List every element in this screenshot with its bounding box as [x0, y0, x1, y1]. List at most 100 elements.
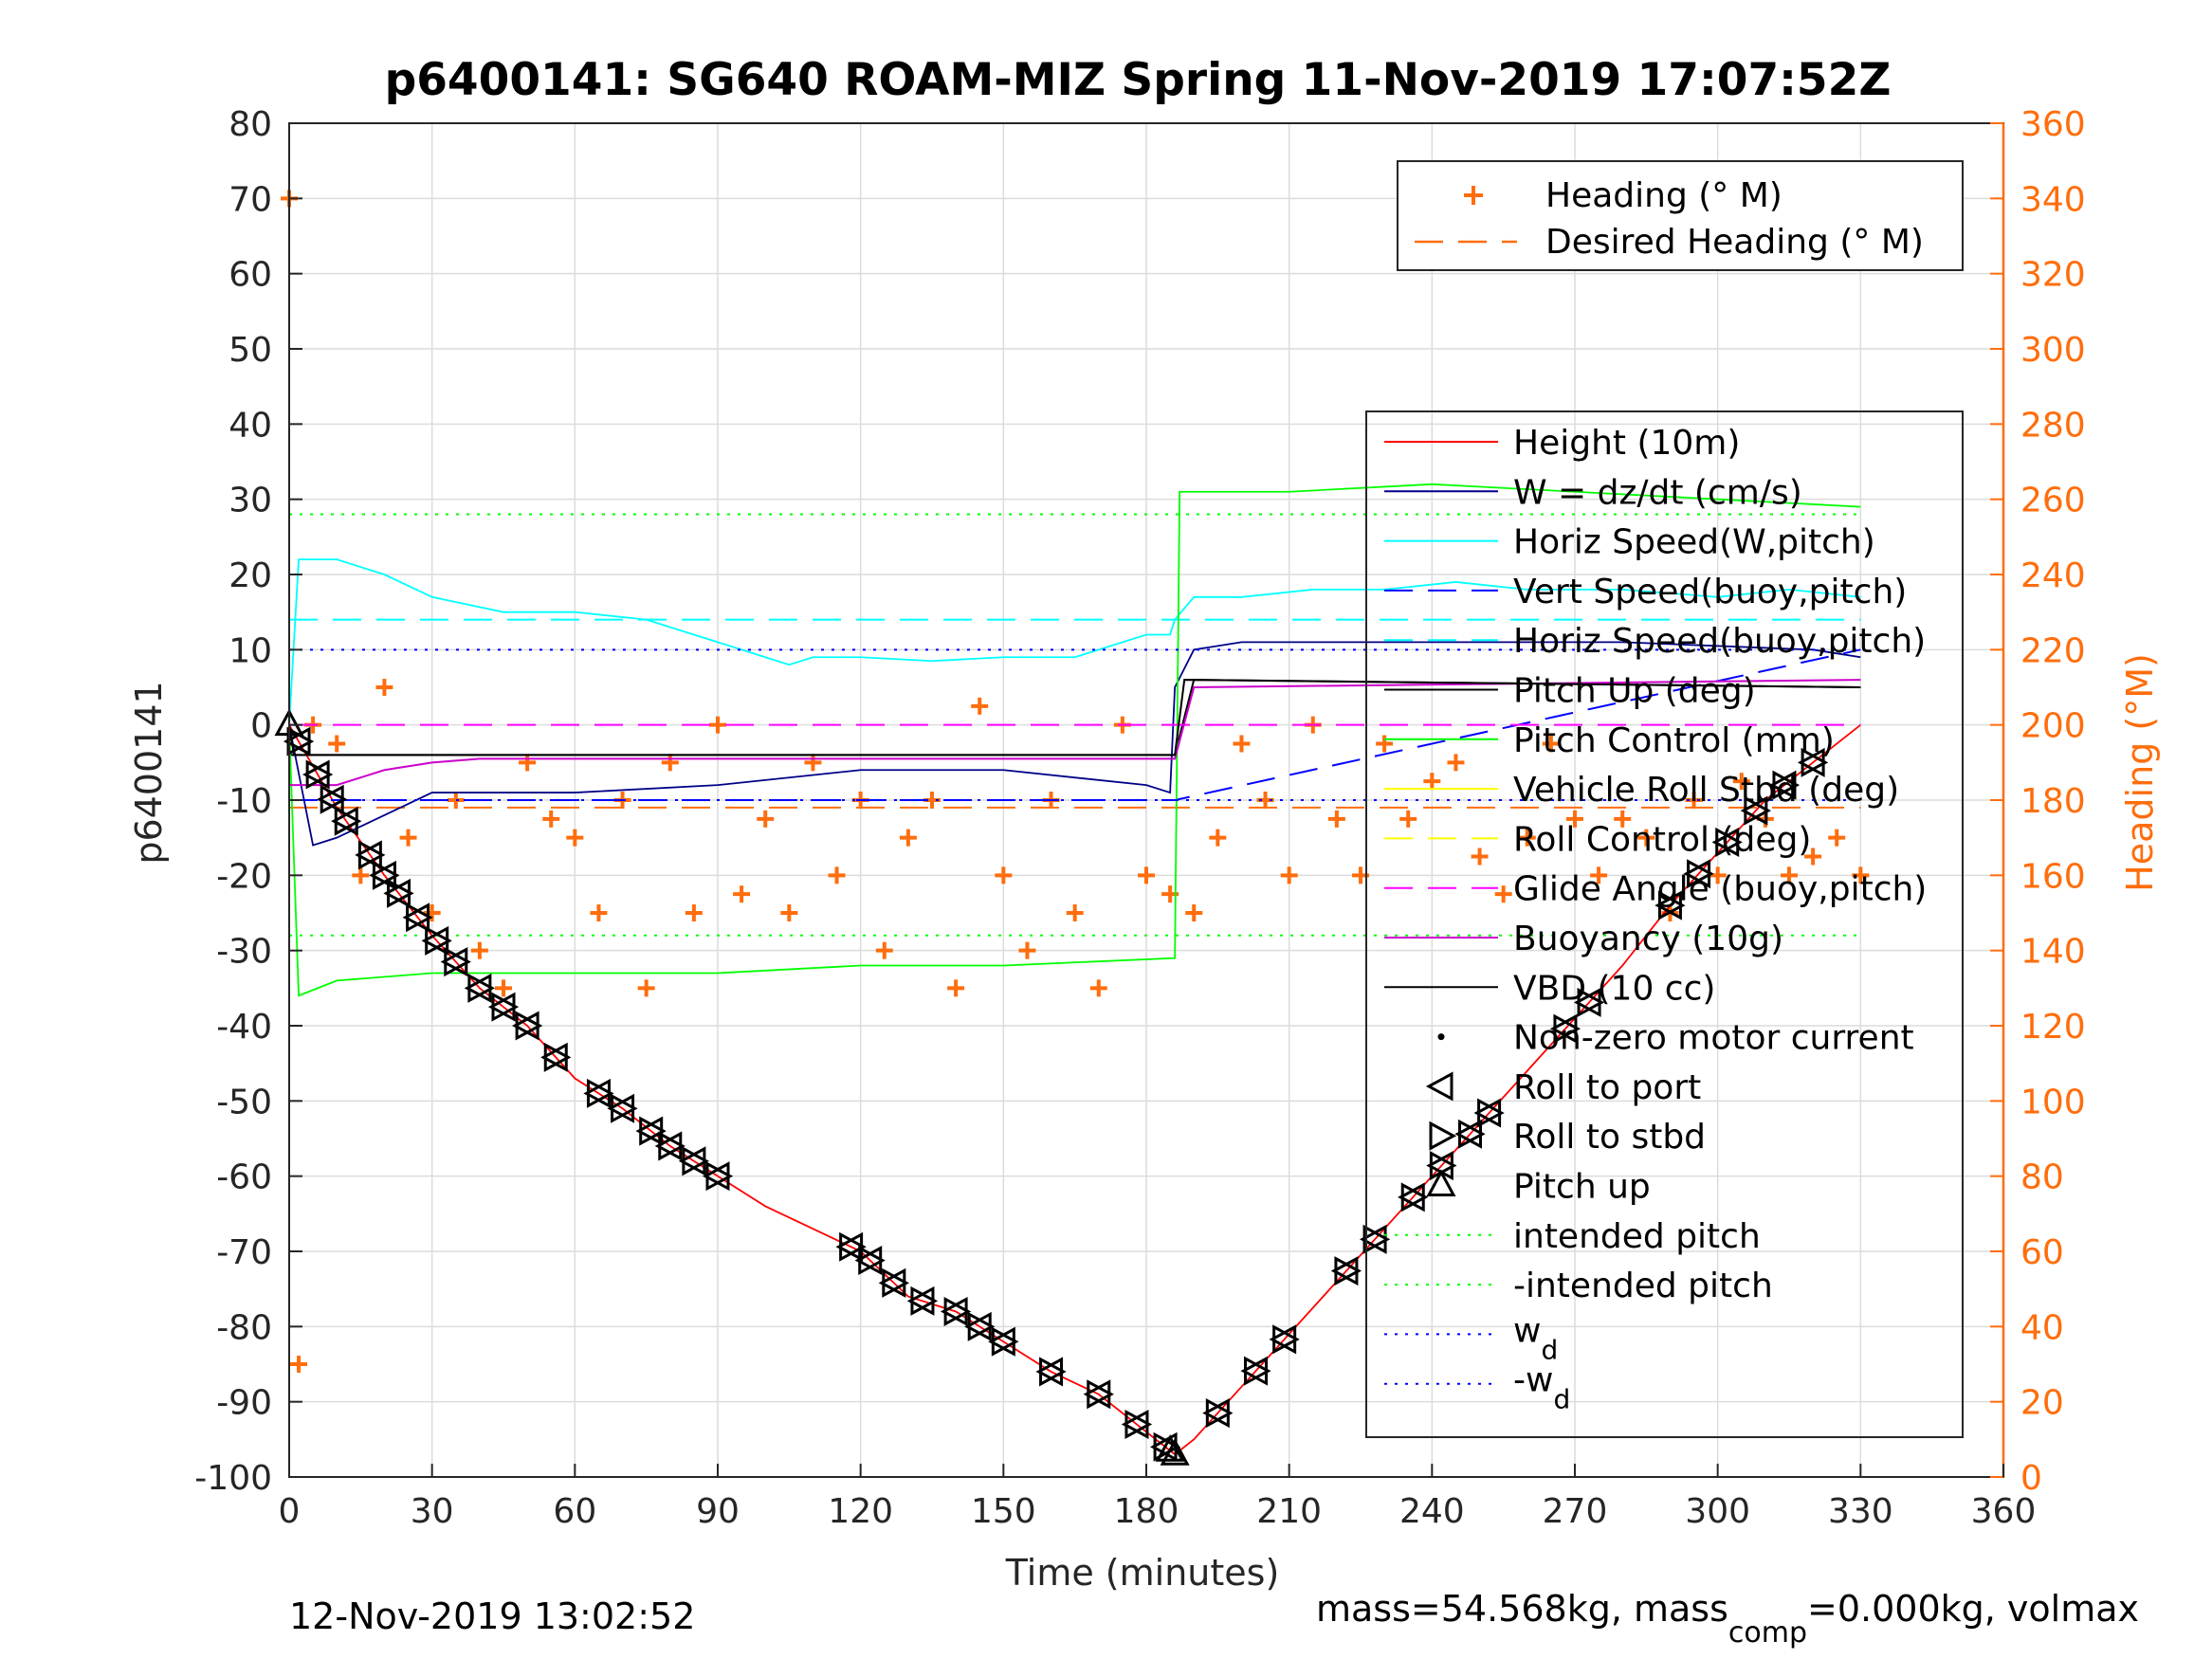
legend-label: intended pitch	[1513, 1217, 1761, 1256]
roll-to-stbd-marker	[1801, 747, 1829, 777]
roll-to-stbd-marker	[1124, 1409, 1153, 1439]
x-tick-label: 330	[1828, 1492, 1893, 1531]
x-tick-label: 270	[1543, 1492, 1608, 1531]
roll-marker	[940, 1296, 972, 1326]
roll-marker	[1202, 1398, 1234, 1429]
roll-to-stbd-marker	[543, 1042, 572, 1072]
roll-marker	[1711, 827, 1743, 857]
roll-marker	[1359, 1224, 1391, 1254]
roll-marker	[1473, 1098, 1505, 1128]
heading-point	[1376, 735, 1394, 753]
roll-to-stbd-marker	[1334, 1256, 1362, 1286]
heading-point	[1399, 810, 1417, 828]
legend-top-heading-label: Heading (° M)	[1545, 176, 1782, 215]
legend-label: Non-zero motor current	[1513, 1019, 1914, 1058]
legend-top-box	[1397, 160, 1964, 271]
heading-point	[733, 885, 751, 903]
y-tick-label-left: 0	[250, 707, 272, 746]
roll-to-stbd-marker	[705, 1161, 734, 1192]
heading-point	[637, 979, 655, 997]
heading-point	[1494, 885, 1512, 903]
legend-label: -wd	[1513, 1361, 1570, 1415]
heading-point	[1423, 773, 1441, 791]
chart-title: p6400141: SG640 ROAM-MIZ Spring 11-Nov-2…	[385, 54, 1892, 106]
roll-to-stbd-marker	[1458, 1119, 1486, 1149]
heading-point	[1614, 810, 1632, 828]
y-tick-label-right: 60	[2020, 1233, 2064, 1272]
roll-marker	[440, 947, 471, 977]
y-tick-label-right: 220	[2020, 631, 2086, 670]
roll-marker	[1683, 859, 1714, 889]
roll-to-stbd-marker	[611, 1093, 638, 1123]
legend-label: Roll Control (deg)	[1513, 820, 1811, 859]
y-tick-label-right: 320	[2020, 256, 2086, 295]
y-tick-label-right: 280	[2020, 406, 2086, 445]
y-axis-right-label: Heading (°M)	[2119, 653, 2161, 892]
heading-point	[328, 735, 346, 753]
roll-marker	[654, 1131, 686, 1161]
x-tick-label: 210	[1256, 1492, 1322, 1531]
series-horiz-speed-w-pitch	[288, 558, 1861, 725]
y-tick-label-left: -30	[216, 933, 272, 972]
legend-label: Height (10m)	[1513, 424, 1740, 463]
roll-to-stbd-marker	[1400, 1182, 1429, 1212]
roll-marker	[678, 1146, 710, 1176]
x-tick-label: 30	[411, 1492, 454, 1531]
legend-swatch	[1437, 1033, 1445, 1041]
left-axis: -100-90-80-70-60-50-40-30-20-10010203040…	[194, 105, 302, 1498]
heading-point	[1280, 866, 1298, 884]
y-tick-label-left: 50	[229, 331, 272, 370]
pitch-up-marker	[1160, 1438, 1190, 1466]
y-tick-label-left: -80	[216, 1308, 272, 1347]
roll-to-stbd-marker	[1715, 827, 1743, 857]
right-axis-series	[281, 190, 1870, 1373]
legend-label-sub: d	[1553, 1384, 1570, 1415]
roll-marker	[369, 860, 400, 890]
series-buoyancy-10g	[289, 679, 1861, 787]
heading-point	[423, 904, 441, 921]
heading-point	[1066, 904, 1084, 921]
heading-point	[590, 904, 608, 921]
x-tick-label: 60	[553, 1492, 596, 1531]
roll-to-stbd-marker	[1744, 795, 1771, 826]
legend-label: VBD (10 cc)	[1513, 969, 1715, 1008]
footer-mass-sub: comp	[1728, 1616, 1807, 1650]
roll-to-stbd-marker	[425, 925, 452, 956]
legend-label: wd	[1513, 1311, 1558, 1365]
roll-to-stbd-marker	[305, 759, 334, 790]
roll-marker	[1797, 747, 1829, 777]
roll-marker	[331, 806, 362, 836]
roll-marker	[1240, 1356, 1271, 1386]
heading-point	[1709, 866, 1727, 884]
legend-label: Pitch up	[1513, 1168, 1651, 1207]
roll-to-stbd-marker	[1087, 1379, 1114, 1410]
heading-point	[757, 810, 775, 828]
heading-point	[995, 866, 1013, 884]
roll-to-stbd-marker	[1205, 1398, 1234, 1429]
heading-point	[1590, 866, 1608, 884]
x-tick-label: 300	[1685, 1492, 1750, 1531]
roll-to-stbd-marker	[467, 973, 496, 1003]
x-tick-label: 120	[828, 1492, 893, 1531]
legend-label-base: w	[1513, 1311, 1541, 1350]
heading-point	[519, 754, 537, 772]
heading-point	[399, 829, 417, 847]
roll-to-stbd-marker	[639, 1116, 667, 1146]
x-tick-label: 240	[1399, 1492, 1465, 1531]
roll-marker	[1035, 1357, 1067, 1387]
roll-marker	[583, 1078, 614, 1108]
heading-point	[375, 679, 393, 696]
roll-marker	[421, 925, 452, 956]
legend-label: Roll to port	[1513, 1068, 1701, 1107]
roll-to-stbd-marker	[1153, 1431, 1181, 1462]
heading-point	[1781, 866, 1798, 884]
roll-marker	[878, 1267, 909, 1298]
x-axis-label: Time (minutes)	[1005, 1552, 1280, 1594]
y-tick-label-right: 340	[2020, 180, 2086, 219]
y-tick-label-left: -10	[216, 782, 272, 821]
legend-label: Buoyancy (10g)	[1513, 920, 1783, 958]
heading-point	[1447, 754, 1465, 772]
y-tick-label-left: 60	[229, 256, 272, 295]
roll-marker	[464, 973, 496, 1003]
heading-point	[470, 941, 488, 959]
